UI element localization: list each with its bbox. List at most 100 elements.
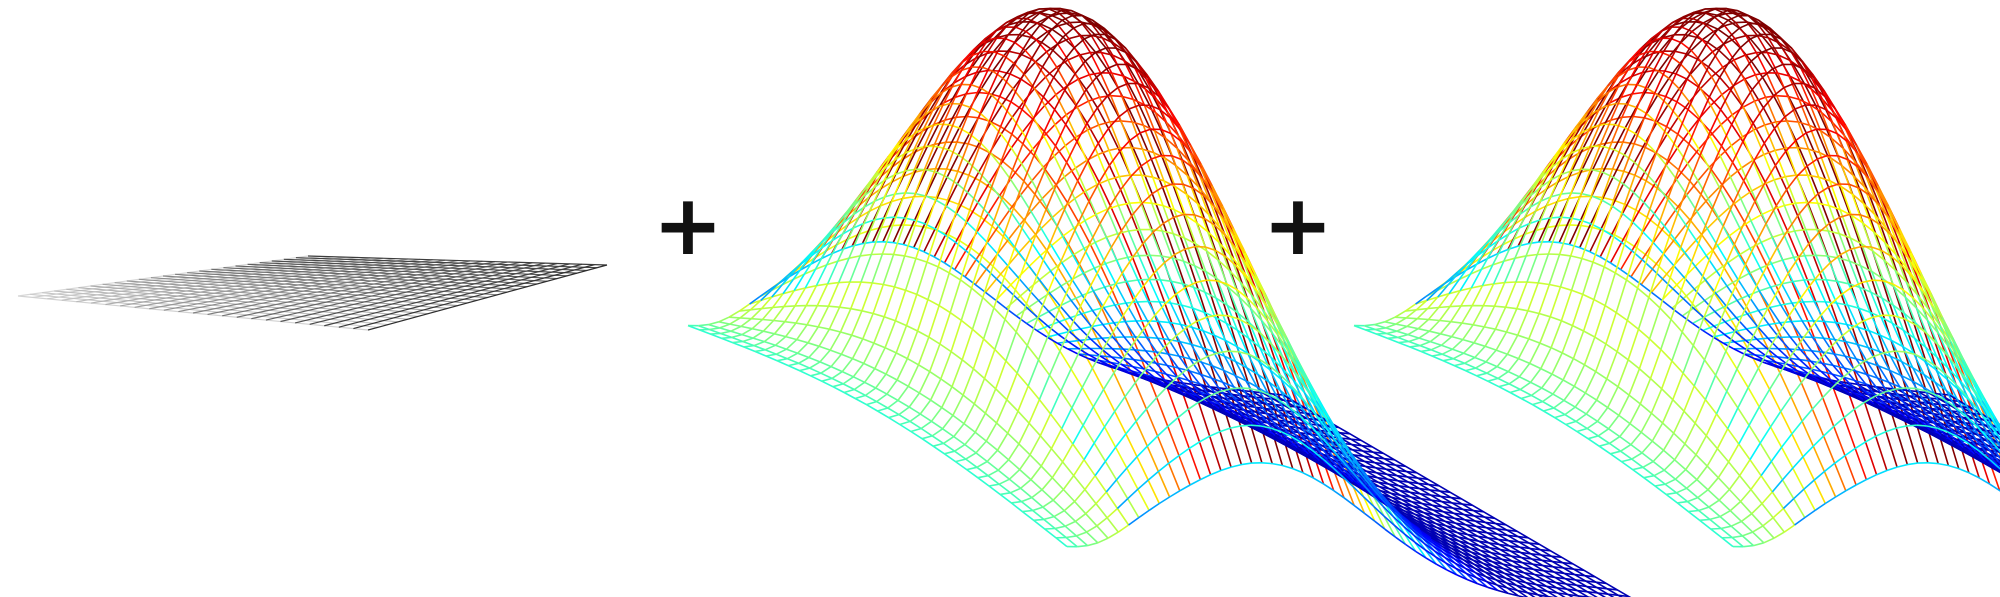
surface-mesh-segment <box>1198 390 1210 402</box>
surface-mesh-segment <box>937 234 950 268</box>
surface-mesh-segment <box>1872 231 1885 260</box>
surface-mesh-segment <box>1732 180 1745 204</box>
surface-mesh-segment <box>1169 302 1182 325</box>
surface-mesh-segment <box>1864 173 1877 201</box>
surface-mesh-segment <box>881 225 894 255</box>
surface-mesh-segment <box>1665 101 1678 127</box>
surface-mesh-segment <box>1181 159 1193 168</box>
surface-mesh-segment <box>1785 147 1798 176</box>
surface-mesh-segment <box>985 291 997 301</box>
surface-mesh-segment <box>1544 575 1556 579</box>
surface-mesh-segment <box>936 199 949 231</box>
surface-mesh-segment <box>1519 381 1532 391</box>
surface-mesh-segment <box>1855 144 1868 165</box>
surface-mesh-segment <box>1763 127 1776 144</box>
surface-mesh-segment <box>906 147 918 153</box>
surface-mesh-segment <box>1289 408 1302 427</box>
surface-mesh-segment <box>1246 353 1259 375</box>
surface-mesh-segment <box>1619 64 1632 84</box>
surface-mesh-segment <box>1391 500 1403 505</box>
surface-mesh-segment <box>1798 365 1810 375</box>
surface-mesh-segment <box>1673 265 1685 278</box>
surface-mesh-segment <box>1465 572 1477 579</box>
surface-mesh-segment <box>1718 186 1731 208</box>
surface-mesh-segment <box>1735 306 1748 329</box>
surface-mesh-segment <box>1063 47 1075 62</box>
surface-mesh-segment <box>957 174 970 205</box>
surface-mesh-segment <box>1995 430 2000 433</box>
surface-mesh-segment <box>1721 161 1734 186</box>
surface-mesh-segment <box>1252 419 1265 431</box>
surface-mesh-segment <box>1173 209 1186 239</box>
surface-mesh-segment <box>1456 574 1468 581</box>
surface-mesh-segment <box>1924 360 1936 383</box>
surface-mesh-segment <box>1093 22 1105 30</box>
surface-mesh-segment <box>1103 27 1115 39</box>
surface-mesh-segment <box>1235 346 1248 369</box>
surface-mesh-segment <box>878 159 890 179</box>
surface-mesh-segment <box>992 236 1005 267</box>
surface-mesh-segment <box>1835 117 1847 131</box>
surface-mesh-segment <box>1137 479 1149 490</box>
surface-mesh-segment <box>1174 248 1186 256</box>
surface-mesh-segment <box>1524 210 1537 235</box>
surface-mesh-segment <box>1726 407 1739 430</box>
surface-mesh-segment <box>1007 265 1019 278</box>
surface-mesh-segment <box>1558 224 1571 255</box>
surface-mesh-segment <box>1787 256 1800 274</box>
surface-mesh-segment <box>1780 396 1792 412</box>
surface-mesh-segment <box>1819 262 1831 274</box>
surface-mesh-segment <box>1955 430 1966 434</box>
surface-mesh-segment <box>1532 171 1544 187</box>
surface-mesh-segment <box>1630 431 1642 446</box>
surface-mesh-segment <box>1313 419 1325 438</box>
surface-mesh-segment <box>980 187 992 218</box>
surface-mesh-segment <box>1051 461 1064 479</box>
surface-mesh-segment <box>1648 307 1661 340</box>
surface-mesh-segment <box>782 278 794 295</box>
surface-mesh-segment <box>1545 182 1558 207</box>
surface-mesh-segment <box>1745 35 1757 54</box>
surface-mesh-segment <box>1586 585 1597 589</box>
surface-mesh-segment <box>1532 563 1544 567</box>
surface-mesh-segment <box>1730 105 1743 125</box>
surface-mesh-segment <box>1093 267 1106 288</box>
surface-mesh-segment <box>1924 358 1936 367</box>
surface-mesh-segment <box>1553 399 1565 409</box>
surface-mesh-segment <box>1427 306 1440 321</box>
surface-mesh-segment <box>1477 535 1489 539</box>
surface-mesh-segment <box>1630 57 1643 77</box>
surface-mesh-segment <box>1033 88 1046 106</box>
surface-mesh-segment <box>856 188 869 208</box>
surface-mesh-segment <box>1497 589 1509 595</box>
surface-mesh-segment <box>1026 318 1039 346</box>
surface-mesh-segment <box>1767 289 1779 309</box>
surface-mesh-segment <box>1724 321 1736 333</box>
surface-mesh-segment <box>1403 510 1415 515</box>
surface-mesh-segment <box>1192 187 1204 196</box>
surface-mesh-segment <box>1553 566 1564 569</box>
surface-mesh-segment <box>1967 442 1979 452</box>
surface-mesh-segment <box>1117 205 1130 232</box>
surface-mesh-segment <box>1539 316 1551 344</box>
surface-mesh-segment <box>1587 435 1599 440</box>
surface-mesh-segment <box>1651 291 1663 301</box>
surface-mesh-segment <box>1174 286 1187 296</box>
surface-mesh-segment <box>1106 63 1118 70</box>
surface-mesh-segment <box>1872 404 1884 412</box>
surface-mesh-segment <box>1511 555 1522 559</box>
surface-mesh-segment <box>1098 359 1110 367</box>
surface-mesh-segment <box>1883 314 1894 317</box>
surface-mesh-segment <box>1518 595 1527 597</box>
surface-mesh-segment <box>1464 519 1476 522</box>
surface-mesh-segment <box>1517 338 1530 359</box>
surface-mesh-segment <box>863 368 876 383</box>
surface-mesh-segment <box>1612 171 1625 201</box>
surface-mesh-segment <box>1299 395 1312 409</box>
surface-mesh-segment <box>1042 499 1054 508</box>
surface-mesh-segment <box>751 318 764 330</box>
surface-mesh-segment <box>891 198 904 226</box>
surface-mesh-segment <box>1014 261 1027 291</box>
surface-mesh-segment <box>1711 184 1724 210</box>
surface-mesh-segment <box>1499 548 1511 552</box>
